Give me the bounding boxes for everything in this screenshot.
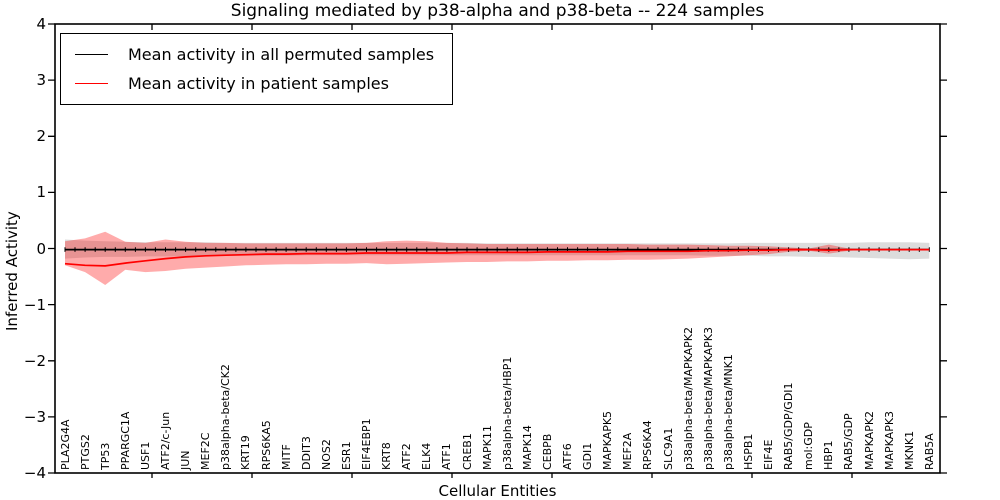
x-tick-label: MEF2A <box>621 432 635 470</box>
x-tick-label: EIF4EBP1 <box>360 418 373 470</box>
x-tick-label: MAPKAPK3 <box>882 410 896 470</box>
x-tick-label: ELK4 <box>420 442 434 470</box>
patient-band-area <box>65 231 930 285</box>
y-tick-label: 2 <box>36 127 46 145</box>
legend-item-patient: Mean activity in patient samples <box>75 69 434 98</box>
legend-label-permuted: Mean activity in all permuted samples <box>128 45 435 64</box>
x-tick-label: EIF4E <box>762 439 775 470</box>
x-tick-label: MAPK11 <box>480 425 494 470</box>
x-tick-label: ATF2 <box>400 443 414 470</box>
x-axis-label: Cellular Entities <box>438 482 557 500</box>
x-tick-label: p38alpha-beta/MNK1 <box>721 354 735 470</box>
x-tick-label: ATF6 <box>561 443 574 470</box>
x-tick-label: MAPKAPK2 <box>862 410 876 470</box>
x-tick-label: SLC9A1 <box>661 427 675 470</box>
x-tick-label: RAB5/GDP <box>842 413 856 470</box>
x-tick-label: KRT8 <box>380 442 394 470</box>
x-tick-label: HBP1 <box>822 440 836 470</box>
x-tick-label: p38alpha-beta/CK2 <box>219 364 233 470</box>
x-tick-label: NOS2 <box>319 439 333 470</box>
legend: Mean activity in all permuted samples Me… <box>60 33 454 105</box>
y-tick-label: 0 <box>36 240 46 258</box>
x-tick-label: MITF <box>279 444 293 470</box>
axis-ticks <box>48 23 947 478</box>
patient-line-sample <box>75 83 108 84</box>
y-tick-label: −4 <box>23 464 46 482</box>
y-tick-label: 3 <box>36 71 46 89</box>
x-tick-label: HSPB1 <box>741 433 755 470</box>
x-tick-label: ATF1 <box>440 443 454 470</box>
legend-label-patient: Mean activity in patient samples <box>128 74 389 93</box>
y-tick-label: −3 <box>23 408 46 426</box>
x-tick-label: p38alpha-beta/HBP1 <box>500 356 514 470</box>
x-tick-label: MEF2C <box>199 432 213 470</box>
x-tick-label: ESR1 <box>339 441 353 470</box>
permuted-line-sample <box>75 54 108 55</box>
x-tick-label: CEBPB <box>540 433 554 470</box>
x-tick-label: CREB1 <box>460 433 474 470</box>
y-tick-label: −1 <box>23 296 46 314</box>
x-tick-label: RAB5A <box>922 433 936 470</box>
x-tick-label: ATF2/c-Jun <box>159 411 172 470</box>
x-tick-label: PLA2G4A <box>58 419 72 470</box>
legend-item-permuted: Mean activity in all permuted samples <box>75 40 434 69</box>
y-tick-label: 4 <box>36 15 46 33</box>
x-tick-label: PTGS2 <box>78 434 92 470</box>
x-tick-label: RAB5/GDP/GDI1 <box>782 382 796 470</box>
x-tick-label: p38alpha-beta/MAPKAPK3 <box>701 327 715 470</box>
x-tick-label: DDIT3 <box>299 436 313 470</box>
x-tick-label: TP53 <box>98 442 112 470</box>
y-tick-label: 1 <box>36 183 46 201</box>
x-tick-label: KRT19 <box>239 435 253 470</box>
x-tick-label: mol:GDP <box>802 422 816 470</box>
x-tick-label: RPS6KA5 <box>259 420 273 470</box>
x-tick-label: USF1 <box>138 441 152 470</box>
x-tick-label: RPS6KA4 <box>641 420 655 470</box>
chart-title: Signaling mediated by p38-alpha and p38-… <box>230 1 765 21</box>
y-tick-label: −2 <box>23 352 46 370</box>
x-tick-label: MAPK14 <box>520 425 534 470</box>
x-tick-label: GDI1 <box>581 442 595 470</box>
x-tick-label: JUN <box>179 450 193 470</box>
x-tick-label: MAPKAPK5 <box>601 410 615 470</box>
x-tick-label: MKNK1 <box>902 430 916 470</box>
patient-mean-line <box>64 248 930 267</box>
x-tick-label: PPARGC1A <box>118 411 132 470</box>
x-tick-label: p38alpha-beta/MAPKAPK2 <box>681 327 695 470</box>
